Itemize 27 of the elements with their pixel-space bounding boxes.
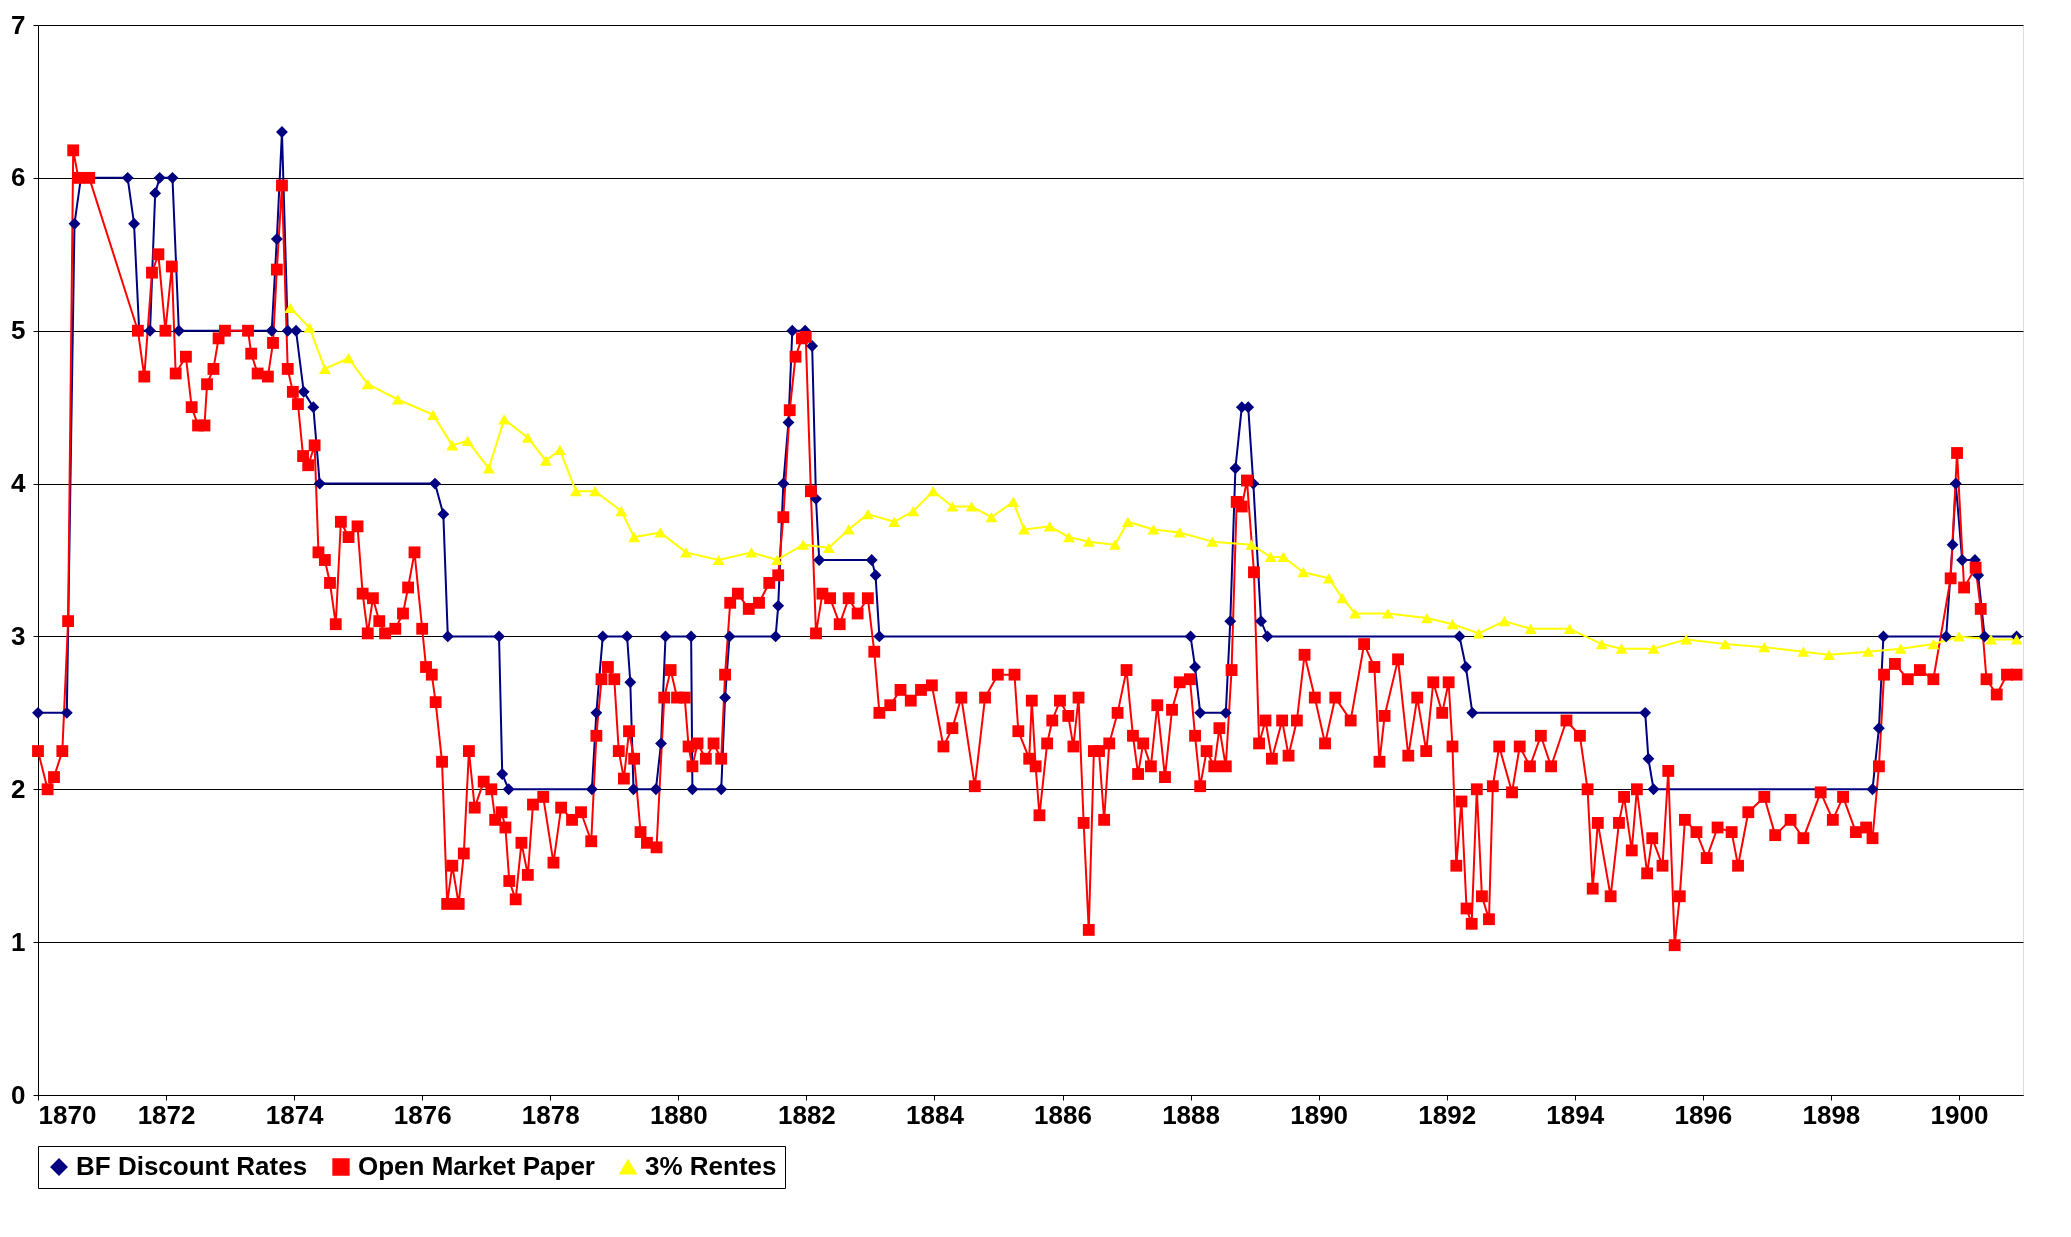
- y-tick-label: 1: [11, 926, 26, 957]
- x-tick-label: 1890: [1290, 1099, 1349, 1130]
- legend-label: BF Discount Rates: [76, 1151, 308, 1181]
- x-tick-label: 1880: [649, 1099, 708, 1130]
- y-tick-label: 3: [11, 620, 26, 651]
- x-tick-label: 1886: [1034, 1099, 1092, 1130]
- legend-label: 3% Rentes: [645, 1151, 777, 1181]
- x-tick-label: 1884: [906, 1099, 965, 1130]
- legend-label: Open Market Paper: [358, 1151, 595, 1181]
- x-tick-label: 1872: [137, 1099, 196, 1130]
- x-tick-label: 1870: [38, 1099, 97, 1130]
- x-tick-label: 1896: [1674, 1099, 1733, 1130]
- x-tick-label: 1876: [393, 1099, 452, 1130]
- y-tick-label: 2: [11, 773, 26, 804]
- x-tick-label: 1900: [1930, 1099, 1989, 1130]
- x-tick-label: 1898: [1802, 1099, 1861, 1130]
- y-tick-label: 0: [11, 1079, 26, 1110]
- y-tick-label: 6: [11, 162, 26, 193]
- x-tick-label: 1894: [1546, 1099, 1605, 1130]
- x-tick-label: 1882: [777, 1099, 836, 1130]
- y-tick-label: 4: [11, 468, 27, 499]
- y-tick-label: 5: [11, 315, 26, 346]
- x-tick-label: 1892: [1418, 1099, 1477, 1130]
- y-tick-label: 7: [11, 9, 26, 40]
- x-tick-label: 1874: [265, 1099, 325, 1130]
- x-tick-label: 1888: [1162, 1099, 1220, 1130]
- x-tick-label: 1878: [521, 1099, 580, 1130]
